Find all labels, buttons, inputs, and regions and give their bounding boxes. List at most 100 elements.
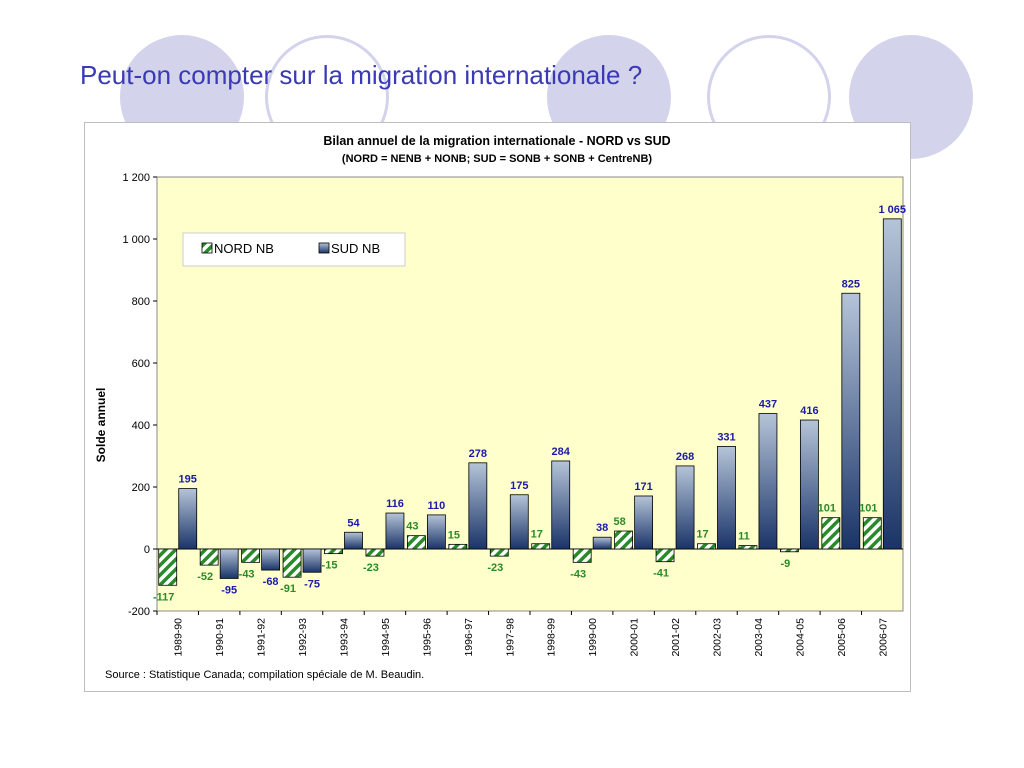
bar-nord <box>779 548 799 553</box>
data-label-sud: 1 065 <box>879 204 907 216</box>
x-tick-label: 1990-91 <box>214 618 226 657</box>
bar-nord <box>489 548 509 557</box>
bar-sud <box>717 445 736 550</box>
bar-chart: Bilan annuel de la migration internation… <box>94 134 907 657</box>
legend-label-nord: NORD NB <box>214 241 274 256</box>
bar-nord <box>655 548 675 563</box>
x-tick-label: 2000-01 <box>629 618 641 657</box>
data-label-nord: -43 <box>239 568 255 580</box>
data-label-sud: 38 <box>596 522 608 534</box>
bar-nord <box>821 517 841 550</box>
x-tick-label: 1999-00 <box>587 618 599 657</box>
bar-sud <box>261 548 281 571</box>
bar-nord <box>697 543 716 550</box>
legend-label-sud: SUD NB <box>331 241 380 256</box>
bar-sud <box>634 495 654 550</box>
data-label-nord: -41 <box>653 568 669 580</box>
data-label-sud: -68 <box>263 576 279 588</box>
data-label-sud: 278 <box>469 448 487 460</box>
data-label-nord: 43 <box>406 521 418 533</box>
x-tick-label: 2003-04 <box>753 618 765 657</box>
data-label-nord: -23 <box>363 562 379 574</box>
bar-nord <box>572 548 592 563</box>
bar-sud <box>385 512 405 550</box>
data-label-sud: -75 <box>304 578 320 590</box>
data-label-nord: 11 <box>738 531 750 543</box>
bar-nord <box>324 548 343 555</box>
bar-nord <box>406 535 426 550</box>
data-label-sud: 284 <box>552 446 571 458</box>
bar-nord <box>531 543 551 550</box>
data-label-nord: -43 <box>570 568 586 580</box>
data-label-nord: 17 <box>531 529 543 541</box>
data-label-nord: -15 <box>322 560 338 572</box>
bar-sud <box>799 419 819 550</box>
chart-title: Bilan annuel de la migration internation… <box>323 134 670 148</box>
bar-nord <box>738 545 758 550</box>
legend-box <box>182 232 406 267</box>
y-tick-label: 1 000 <box>122 234 150 246</box>
data-label-sud: 825 <box>842 278 860 290</box>
data-label-sud: -95 <box>221 584 237 596</box>
slide-title: Peut-on compter sur la migration interna… <box>80 60 643 90</box>
bar-sud <box>675 465 695 550</box>
x-tick-label: 2006-07 <box>877 618 889 657</box>
source-note: Source : Statistique Canada; compilation… <box>105 669 425 681</box>
legend: NORD NB SUD NB <box>182 232 406 267</box>
data-label-sud: 171 <box>634 481 652 493</box>
bar-nord <box>158 548 178 586</box>
bar-nord <box>199 548 219 566</box>
x-tick-label: 1991-92 <box>256 618 268 657</box>
bar-nord <box>862 517 882 550</box>
chart-subtitle: (NORD = NENB + NONB; SUD = SONB + SONB +… <box>342 153 653 165</box>
data-label-nord: 58 <box>613 516 625 528</box>
x-tick-label: 1994-95 <box>380 618 392 657</box>
x-tick-label: 1997-98 <box>504 618 516 657</box>
bar-sud <box>882 218 902 550</box>
x-tick-label: 2002-03 <box>712 618 724 657</box>
data-label-nord: -23 <box>487 562 503 574</box>
bar-sud <box>344 531 363 550</box>
x-tick-label: 1989-90 <box>173 618 185 657</box>
data-label-sud: 175 <box>510 480 528 492</box>
y-tick-label: 200 <box>132 482 150 494</box>
data-label-sud: 268 <box>676 451 694 463</box>
bar-nord <box>282 548 302 578</box>
x-tick-label: 2001-02 <box>670 618 682 657</box>
legend-swatch-nord <box>201 242 213 254</box>
bar-nord <box>365 548 385 557</box>
x-tick-label: 1995-96 <box>421 618 433 657</box>
data-label-nord: 15 <box>448 529 460 541</box>
y-tick-label: 1 200 <box>122 172 150 184</box>
x-tick-label: 1992-93 <box>297 618 309 657</box>
data-label-nord: 101 <box>818 503 836 515</box>
x-tick-label: 1998-99 <box>546 618 558 657</box>
bar-nord <box>241 548 261 563</box>
data-label-sud: 195 <box>179 474 197 486</box>
bar-sud <box>178 488 198 550</box>
bar-sud <box>551 460 571 550</box>
data-label-sud: 54 <box>347 517 360 529</box>
chart-frame: Bilan annuel de la migration internation… <box>84 122 911 692</box>
bar-sud <box>426 514 446 550</box>
y-tick-label: 600 <box>132 358 150 370</box>
data-label-nord: -91 <box>280 583 296 595</box>
data-label-sud: 116 <box>386 498 404 510</box>
data-label-sud: 437 <box>759 399 777 411</box>
bar-sud <box>468 462 488 550</box>
y-tick-label: 400 <box>132 420 150 432</box>
x-tick-label: 2005-06 <box>836 618 848 657</box>
data-label-nord: -52 <box>197 571 213 583</box>
data-label-nord: 17 <box>696 529 708 541</box>
bar-sud <box>509 494 529 550</box>
x-tick-label: 2004-05 <box>794 618 806 657</box>
bar-nord <box>614 530 634 550</box>
bar-sud <box>302 548 322 573</box>
x-tick-label: 1996-97 <box>463 618 475 657</box>
y-tick-label: 800 <box>132 296 150 308</box>
legend-swatch-sud <box>318 242 330 254</box>
bar-sud <box>592 536 612 550</box>
y-tick-label: -200 <box>128 606 150 618</box>
y-axis-label: Solde annuel <box>94 388 108 463</box>
y-tick-label: 0 <box>144 544 150 556</box>
